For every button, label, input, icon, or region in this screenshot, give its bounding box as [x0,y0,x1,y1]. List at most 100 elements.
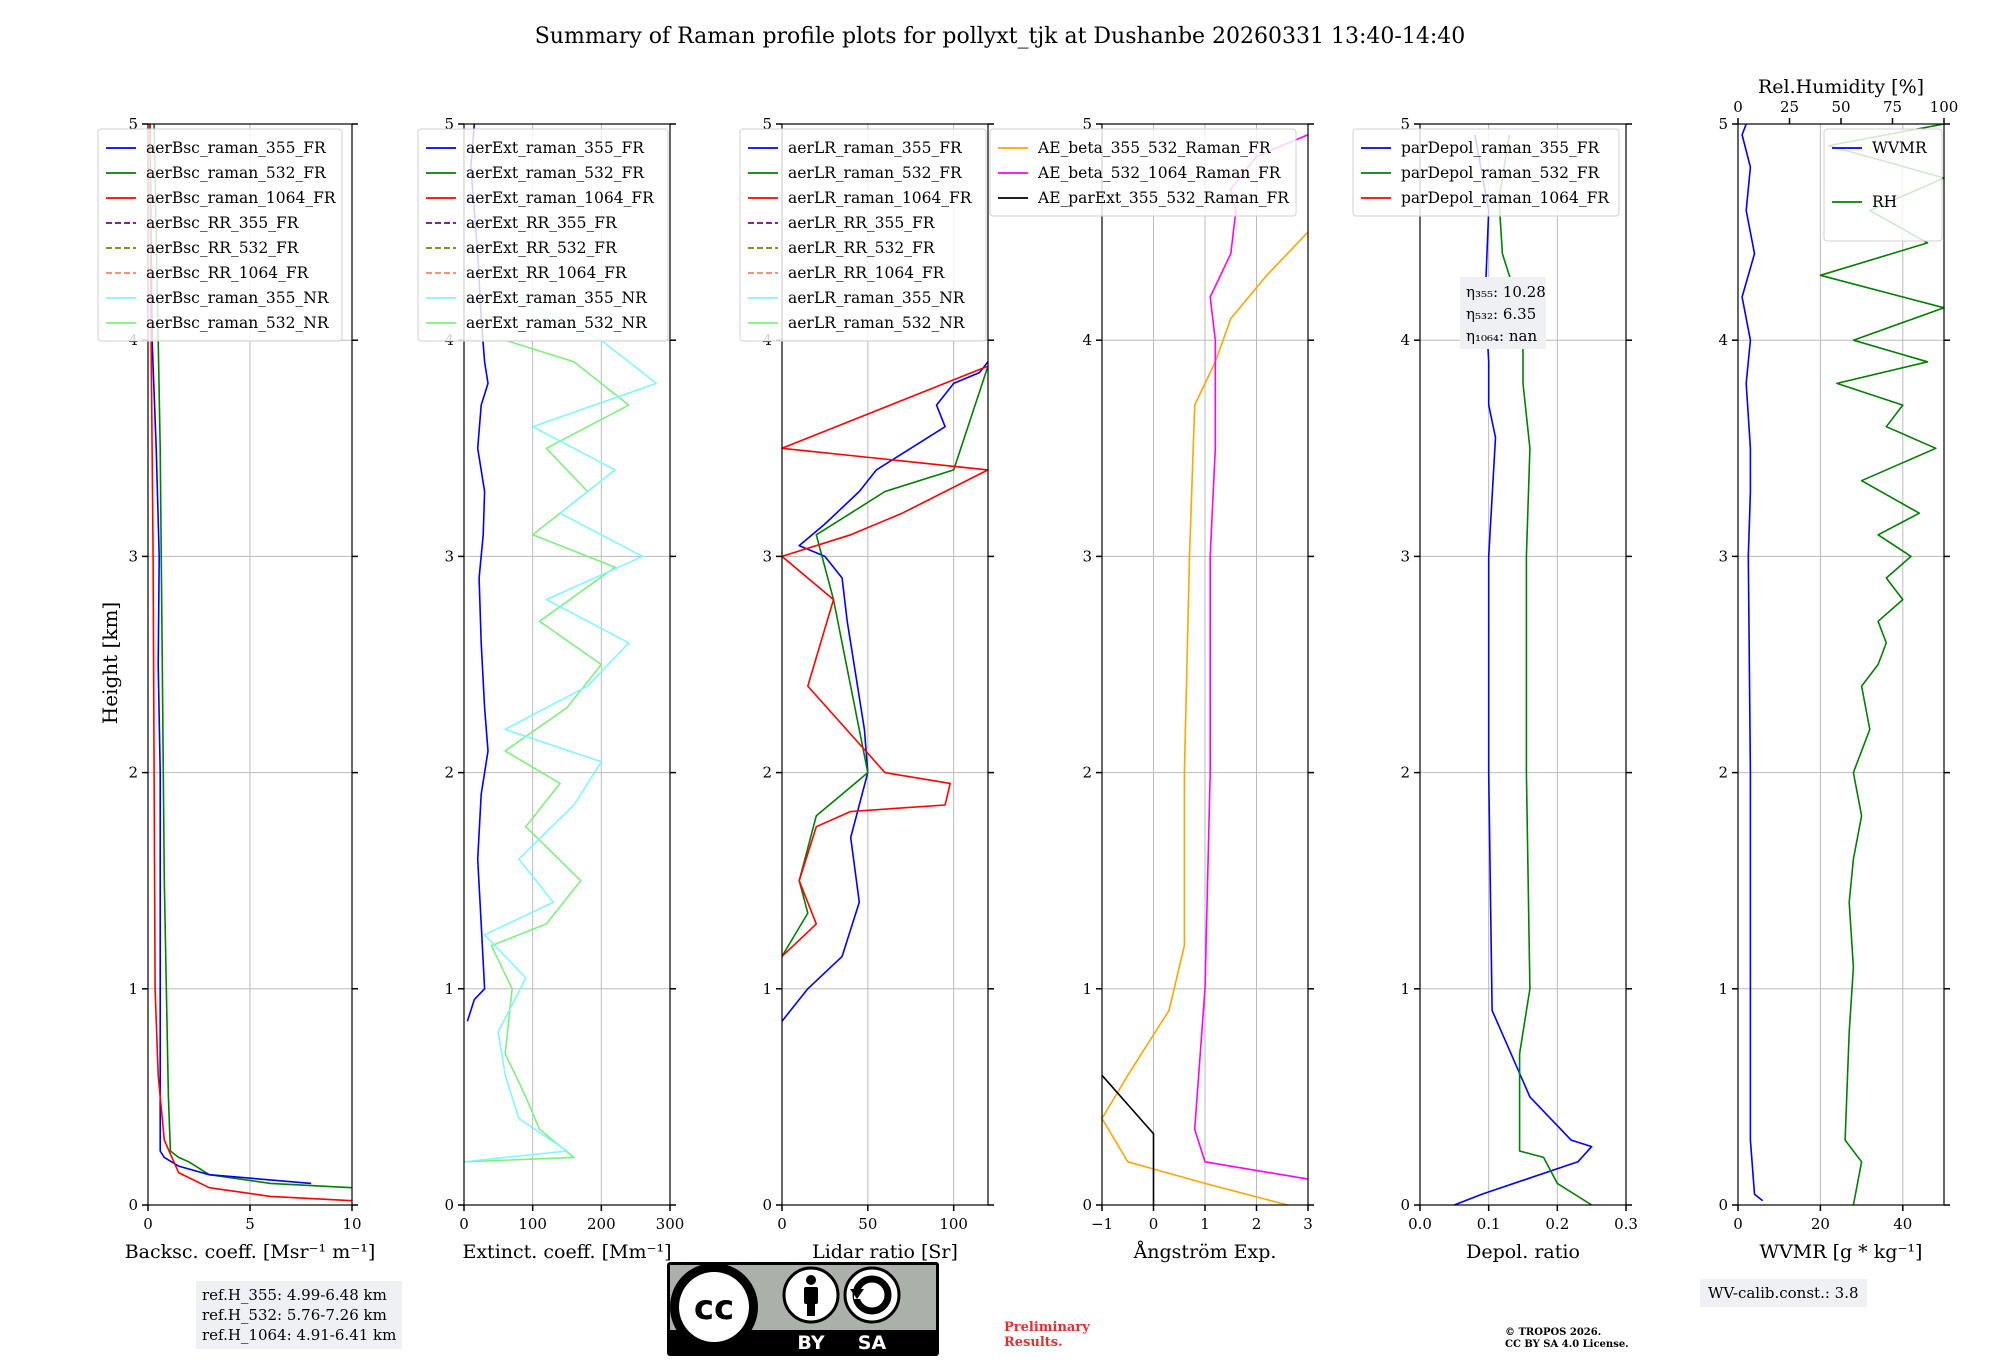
wv-xtick-label: 40 [1893,1215,1912,1233]
wv-calibration-box: WV-calib.const.: 3.8 [1700,1279,1867,1307]
series-AE_beta_532_1064_Raman_FR [1193,134,1309,1180]
ae-ytick-label: 3 [1082,547,1092,565]
ext-legend-label: aerExt_raman_355_NR [466,289,648,307]
lr-ytick-label: 5 [762,115,772,133]
ext-ytick-label: 2 [444,764,454,782]
lidar-ratio-xlabel: Lidar ratio [Sr] [812,1241,958,1263]
depol-ytick-label: 0 [1400,1196,1410,1214]
eta-1064: η₁₀₆₄: nan [1466,327,1537,345]
figure-title: Summary of Raman profile plots for polly… [535,24,1466,49]
bsc-ytick-label: 0 [128,1196,138,1214]
ext-ytick-label: 3 [444,547,454,565]
bsc-ytick-label: 2 [128,764,138,782]
lr-xtick-label: 50 [858,1215,877,1233]
lr-ytick-label: 1 [762,980,772,998]
backscatter-panel: 0123450510 Backsc. coeff. [Msr⁻¹ m⁻¹] ae… [97,115,376,1263]
by-person-icon [806,1275,816,1285]
lr-legend-label: aerLR_raman_532_FR [788,164,963,182]
lr-legend-label: aerLR_RR_1064_FR [788,264,946,282]
eta-532: η₅₃₂: 6.35 [1466,305,1536,323]
ext-ytick-label: 1 [444,980,454,998]
ae-ytick-label: 4 [1082,331,1092,349]
series-aerBsc_raman_355_FR [149,123,312,1185]
y-axis-label: Height [km] [98,602,122,724]
rh-top-label: Rel.Humidity [%] [1758,76,1924,98]
depol-xtick-label: 0.3 [1614,1215,1638,1233]
ext-legend-label: aerExt_RR_532_FR [466,239,618,257]
wv-xtick-label: 0 [1733,1215,1743,1233]
depol-legend-box [1352,128,1620,217]
eta-box: η₃₅₅: 10.28 η₅₃₂: 6.35 η₁₀₆₄: nan [1460,277,1546,349]
wv-legend-label: RH [1872,193,1897,211]
depol-frame [1419,123,1627,1206]
ae-ytick-label: 2 [1082,764,1092,782]
wv-ytick-label: 3 [1718,547,1728,565]
depol-xtick-label: 0.1 [1477,1215,1501,1233]
series-AE_parExt_355_532_Raman_FR [1101,1074,1155,1205]
series-aerBsc_raman_1064_FR [149,123,353,1202]
bsc-legend-label: aerBsc_raman_1064_FR [146,189,337,207]
extinction-panel: 0123450100200300 Extinct. coeff. [Mm⁻¹] … [417,115,684,1263]
depol-panel: 0 1 2 3 4 5 0.0 0.1 0.2 0.3 Depol. ratio parDepol… [1352,115,1638,1263]
ae-xtick-label: 3 [1303,1215,1313,1233]
ext-xtick-label: 200 [587,1215,616,1233]
lr-ytick-label: 0 [762,1196,772,1214]
lr-legend-box [739,128,987,342]
ae-legend-box [989,128,1297,217]
ae-legend-label: AE_beta_355_532_Raman_FR [1037,139,1272,157]
cc-by-sa-license-badge: cc BY SA [667,1262,939,1356]
series-WVMR [1741,123,1764,1202]
wv-calib-text: WV-calib.const.: 3.8 [1708,1284,1859,1302]
ext-ytick-label: 5 [444,115,454,133]
extinction-xlabel: Extinct. coeff. [Mm⁻¹] [462,1241,671,1263]
depol-ytick-label: 5 [1400,115,1410,133]
bsc-legend-label: aerBsc_raman_355_NR [146,289,330,307]
ref-height-1064: ref.H_1064: 4.91-6.41 km [202,1326,397,1344]
lr-legend-label: aerLR_raman_355_NR [788,289,966,307]
lr-legend-label: aerLR_raman_355_FR [788,139,963,157]
eta-355: η₃₅₅: 10.28 [1466,283,1546,301]
bsc-legend-box [97,128,343,342]
ext-legend-label: aerExt_RR_1064_FR [466,264,628,282]
wv-ytick-label: 4 [1718,331,1728,349]
bsc-legend-label: aerBsc_raman_532_FR [146,164,327,182]
cc-logo-text: cc [694,1288,734,1328]
copyright-note: © TROPOS 2026. CC BY SA 4.0 License. [1505,1327,1629,1351]
ext-legend-label: aerExt_raman_355_FR [466,139,645,157]
preliminary-line-2: Results. [1004,1335,1063,1350]
ae-xtick-label: 0 [1149,1215,1159,1233]
lr-legend-label: aerLR_RR_532_FR [788,239,936,257]
preliminary-line-1: Preliminary [1004,1320,1090,1335]
lr-xtick-label: 0 [777,1215,787,1233]
rh-top-tick-label: 50 [1831,98,1850,116]
bsc-legend-label: aerBsc_RR_355_FR [146,214,300,232]
depol-ytick-label: 1 [1400,980,1410,998]
ext-xtick-label: 100 [518,1215,547,1233]
rh-top-tick-label: 25 [1780,98,1799,116]
ext-legend-label: aerExt_raman_1064_FR [466,189,655,207]
ae-legend-label: AE_beta_532_1064_Raman_FR [1037,164,1282,182]
wv-ytick-label: 2 [1718,764,1728,782]
ext-xtick-label: 0 [459,1215,469,1233]
lr-frame [781,123,989,1206]
depol-legend-label: parDepol_raman_1064_FR [1401,189,1610,207]
backscatter-xlabel: Backsc. coeff. [Msr⁻¹ m⁻¹] [125,1241,376,1263]
lr-xtick-label: 100 [939,1215,968,1233]
series-parDepol_raman_532_FR [1498,134,1593,1206]
bsc-legend-label: aerBsc_raman_355_FR [146,139,327,157]
bsc-legend-label: aerBsc_raman_532_NR [146,314,330,332]
series-aerLR_raman_1064_FR [781,365,989,957]
ext-legend-label: aerExt_raman_532_FR [466,164,645,182]
bsc-xtick-label: 5 [245,1215,255,1233]
lr-ytick-label: 2 [762,764,772,782]
rh-top-tick-label: 75 [1883,98,1902,116]
copyright-line-1: © TROPOS 2026. [1505,1327,1602,1338]
ae-xtick-label: 1 [1200,1215,1210,1233]
depol-xtick-label: 0.2 [1545,1215,1569,1233]
ext-frame [463,123,671,1206]
lr-legend-label: aerLR_raman_1064_FR [788,189,973,207]
ref-height-355: ref.H_355: 4.99-6.48 km [202,1286,387,1304]
depol-ytick-label: 2 [1400,764,1410,782]
